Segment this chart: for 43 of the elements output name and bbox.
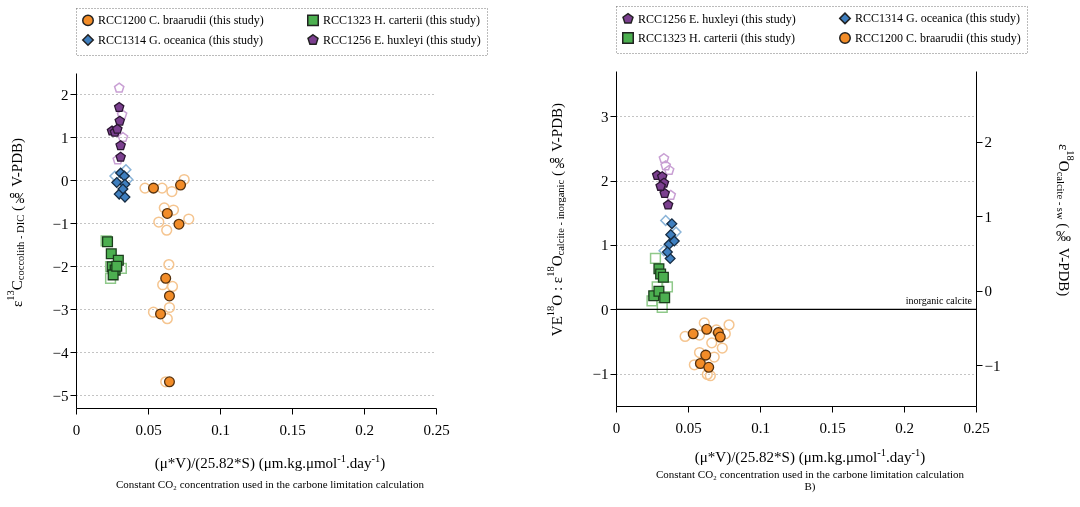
legend-label: RCC1323 H. carterii (this study) [638, 31, 795, 45]
x-tick-label: 0.25 [423, 421, 450, 438]
legend-label: RCC1323 H. carterii (this study) [323, 13, 480, 28]
x-tick-label: 0.15 [279, 421, 306, 438]
x-tick-label: 0.2 [355, 421, 374, 438]
y2-tick-label: −1 [984, 357, 1001, 374]
y-tick-label: −5 [52, 387, 69, 404]
y-tick-label: −2 [52, 258, 69, 275]
legend-label: RCC1256 E. huxleyi (this study) [638, 11, 796, 26]
x-tick-label: 0.2 [895, 419, 914, 436]
text: B) [804, 480, 816, 492]
legend-label: RCC1200 C. braarudii (this study) [855, 31, 1021, 45]
x-tick-label: 0 [612, 419, 621, 436]
y2-tick-label: 0 [984, 283, 992, 300]
text: Constant CO₂ concentration used in the carbone limitation calculation [655, 468, 965, 480]
y-tick-label: 0 [61, 172, 69, 189]
y-tick-label: −4 [52, 344, 69, 361]
x-tick-label: 0.1 [211, 421, 230, 438]
y-tick-label: 1 [601, 237, 609, 254]
x-tick-label: 0.05 [135, 421, 162, 438]
x-tick-label: 0.1 [751, 419, 770, 436]
legend-label: RCC1314 G. oceanica (this study) [855, 11, 1020, 26]
y-tick-label: 2 [61, 86, 69, 103]
x-tick-label: 0 [72, 421, 81, 438]
y2-tick-label: 2 [984, 134, 992, 151]
legend-label: RCC1314 G. oceanica (this study) [98, 33, 263, 47]
x-tick-label: 0.15 [819, 419, 846, 436]
y-tick-label: −1 [52, 215, 69, 232]
x-axis-title: (μ*V)/(25.82*S) (μm.kg.μmol$^{-1}$.day$^{-1}$) [694, 446, 926, 467]
y-tick-label: 1 [61, 129, 69, 146]
x-tick-label: 0.05 [675, 419, 702, 436]
y2-tick-label: 1 [984, 208, 992, 225]
y-tick-label: −3 [52, 301, 69, 318]
text: Constant CO₂ concentration used in the carbone limitation calculation [115, 478, 425, 490]
x-tick-label: 0.25 [963, 419, 990, 436]
legend-label: RCC1256 E. huxleyi (this study) [323, 33, 481, 47]
y-tick-label: 2 [601, 173, 609, 190]
y-tick-label: 0 [601, 301, 609, 318]
ref-line-label: inorganic calcite [905, 295, 973, 307]
y-tick-label: 3 [601, 108, 609, 125]
y-tick-label: −1 [592, 366, 609, 383]
x-axis-title: (μ*V)/(25.82*S) (μm.kg.μmol$^{-1}$.day$^{-1}$) [154, 452, 386, 473]
legend-label: RCC1200 C. braarudii (this study) [98, 13, 264, 28]
